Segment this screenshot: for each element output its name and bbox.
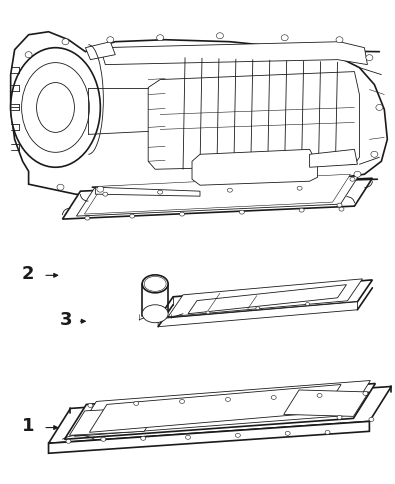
Ellipse shape	[336, 38, 343, 44]
Polygon shape	[188, 285, 346, 314]
Polygon shape	[158, 280, 372, 319]
Ellipse shape	[350, 178, 355, 182]
Ellipse shape	[141, 437, 146, 440]
Ellipse shape	[239, 211, 245, 214]
Ellipse shape	[101, 438, 106, 441]
Polygon shape	[89, 385, 341, 432]
Ellipse shape	[337, 416, 342, 420]
Ellipse shape	[376, 105, 383, 111]
Ellipse shape	[354, 172, 361, 178]
Ellipse shape	[37, 83, 74, 133]
Ellipse shape	[281, 36, 288, 42]
Ellipse shape	[144, 277, 166, 292]
Ellipse shape	[85, 217, 90, 221]
Ellipse shape	[158, 191, 163, 195]
Polygon shape	[11, 33, 387, 197]
Polygon shape	[158, 302, 357, 327]
Ellipse shape	[142, 305, 168, 323]
Ellipse shape	[22, 63, 89, 153]
Polygon shape	[76, 177, 358, 217]
Ellipse shape	[66, 439, 71, 443]
Ellipse shape	[306, 303, 310, 306]
Text: 2: 2	[22, 264, 34, 282]
Ellipse shape	[325, 430, 330, 435]
Ellipse shape	[366, 56, 373, 61]
Ellipse shape	[157, 36, 164, 42]
Polygon shape	[64, 384, 375, 439]
Ellipse shape	[363, 392, 368, 395]
Polygon shape	[49, 387, 391, 443]
Ellipse shape	[371, 152, 378, 158]
Text: 3: 3	[59, 310, 72, 328]
Polygon shape	[284, 390, 369, 417]
Ellipse shape	[271, 395, 276, 400]
Ellipse shape	[180, 212, 184, 217]
Ellipse shape	[317, 393, 322, 398]
Ellipse shape	[97, 187, 104, 193]
Ellipse shape	[62, 40, 69, 45]
Ellipse shape	[130, 214, 135, 219]
Polygon shape	[192, 150, 318, 186]
Ellipse shape	[228, 189, 232, 193]
Ellipse shape	[299, 209, 304, 212]
Ellipse shape	[88, 404, 93, 408]
Ellipse shape	[180, 400, 184, 404]
Ellipse shape	[107, 38, 114, 44]
Ellipse shape	[134, 402, 139, 406]
Polygon shape	[85, 175, 350, 214]
Ellipse shape	[142, 275, 168, 293]
Polygon shape	[49, 422, 369, 454]
Ellipse shape	[206, 311, 210, 314]
Polygon shape	[62, 179, 372, 220]
Ellipse shape	[226, 398, 230, 402]
Polygon shape	[148, 73, 359, 170]
Ellipse shape	[186, 436, 190, 439]
Polygon shape	[100, 43, 367, 65]
Polygon shape	[95, 188, 200, 197]
Ellipse shape	[103, 193, 108, 197]
Ellipse shape	[297, 187, 302, 191]
Text: 1: 1	[22, 416, 34, 434]
Ellipse shape	[256, 307, 260, 310]
Polygon shape	[85, 43, 115, 60]
Ellipse shape	[25, 53, 32, 59]
Polygon shape	[310, 150, 357, 168]
Ellipse shape	[337, 204, 342, 208]
Polygon shape	[168, 279, 363, 317]
Ellipse shape	[339, 208, 344, 212]
Polygon shape	[70, 407, 160, 436]
Polygon shape	[74, 381, 371, 437]
Ellipse shape	[285, 431, 290, 436]
Ellipse shape	[57, 185, 64, 191]
Ellipse shape	[216, 34, 224, 40]
Ellipse shape	[11, 48, 100, 168]
Ellipse shape	[369, 418, 374, 422]
Ellipse shape	[235, 434, 240, 438]
